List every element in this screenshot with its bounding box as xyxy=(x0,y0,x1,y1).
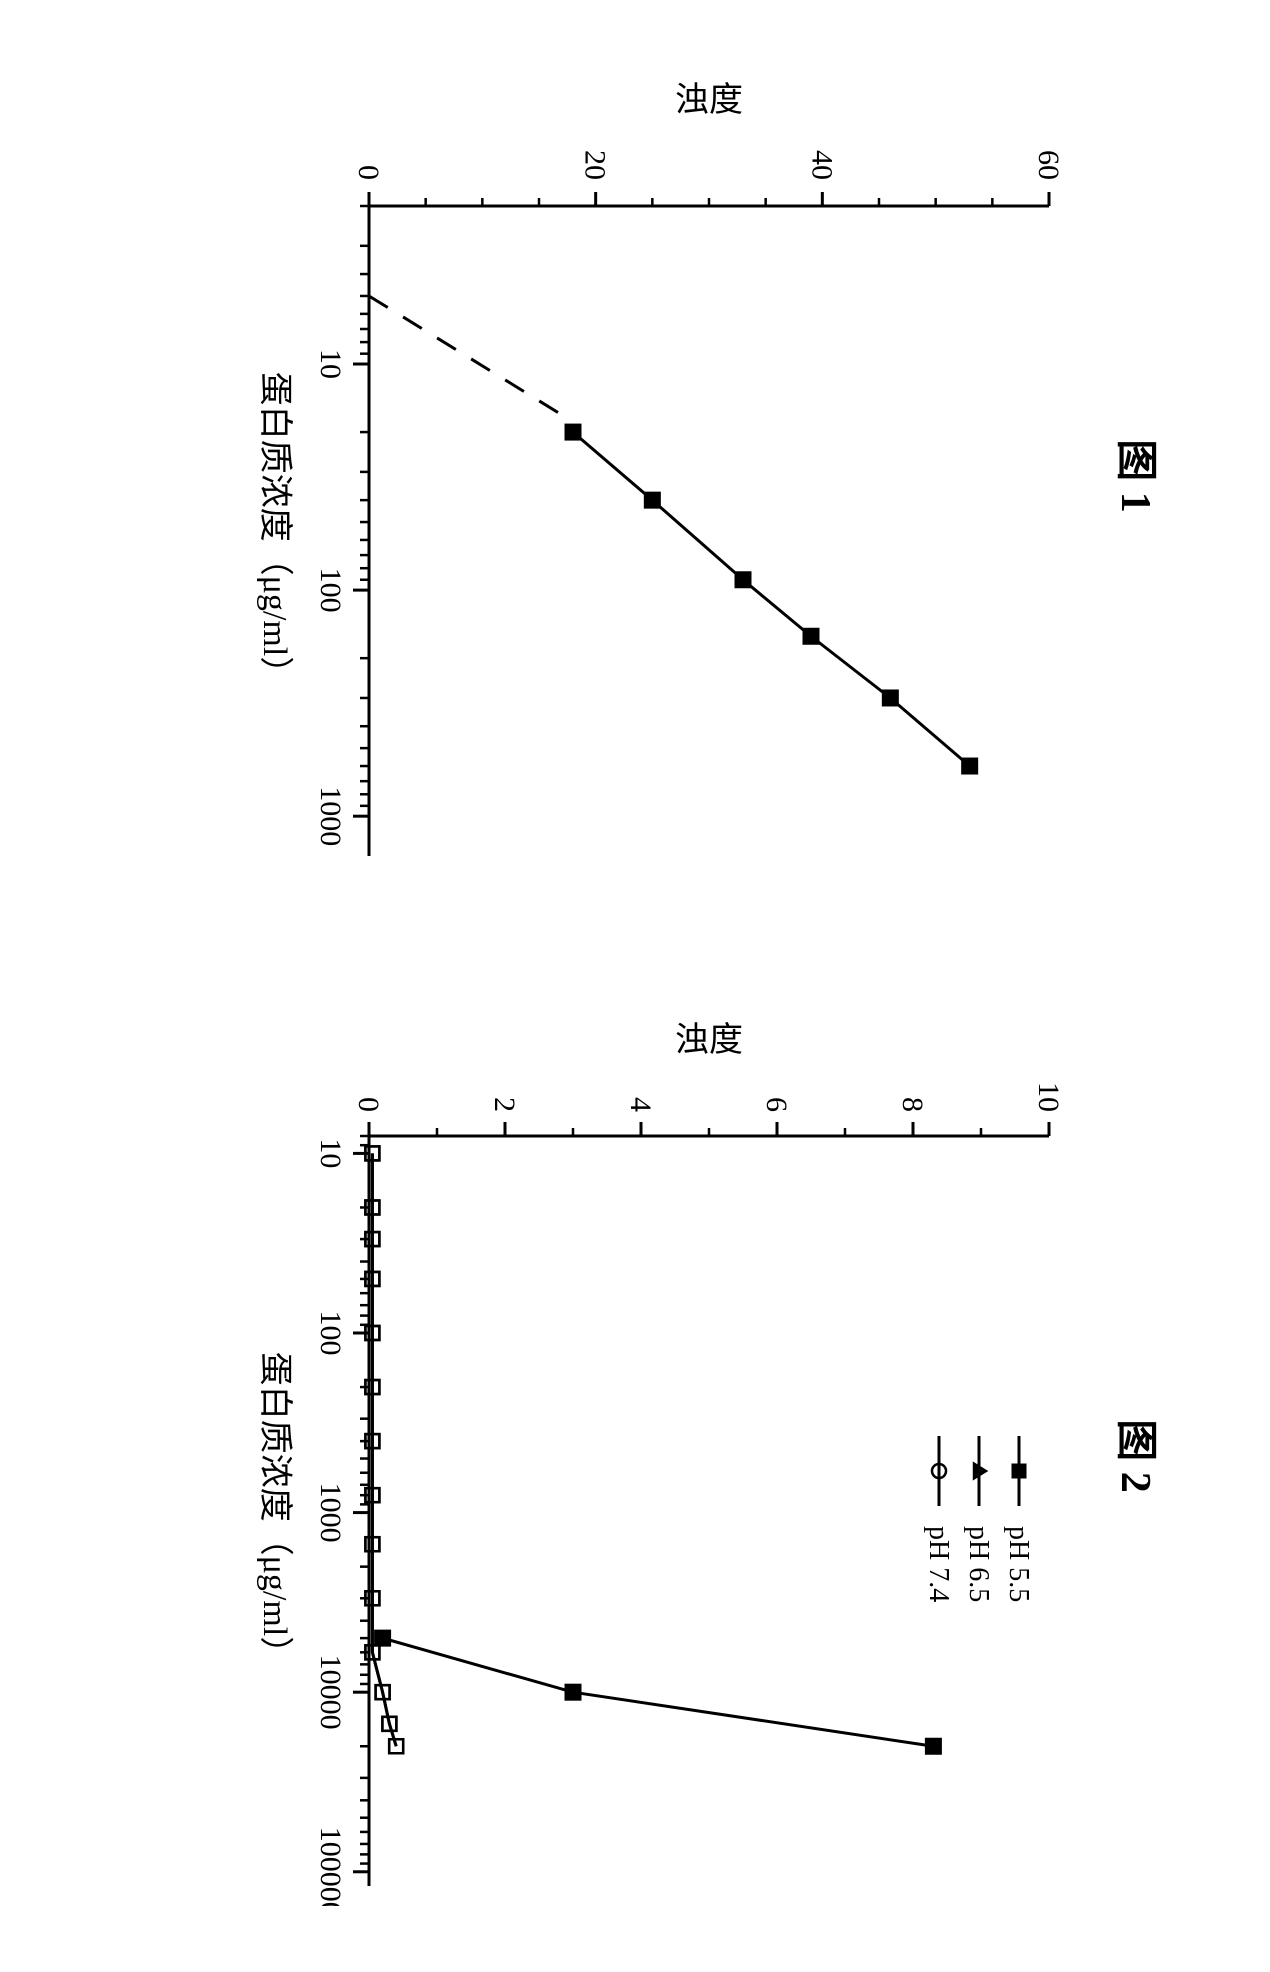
svg-text:1000: 1000 xyxy=(314,786,347,846)
svg-text:6: 6 xyxy=(760,1097,793,1112)
svg-text:10: 10 xyxy=(314,1138,347,1168)
svg-text:pH 7.4: pH 7.4 xyxy=(923,1526,954,1602)
svg-text:0: 0 xyxy=(352,1097,385,1112)
svg-text:1000: 1000 xyxy=(314,1483,347,1543)
svg-text:10: 10 xyxy=(314,349,347,379)
svg-text:pH 5.5: pH 5.5 xyxy=(1003,1526,1034,1602)
svg-text:10000: 10000 xyxy=(314,1655,347,1730)
figure-1-title: 图 1 xyxy=(1109,439,1170,513)
figure-1-panel: 图 1 0 20 40 60 10 100 1000 蛋白质浓度（μg/ml） 浊度 xyxy=(0,66,1170,886)
svg-text:40: 40 xyxy=(805,150,838,180)
svg-text:20: 20 xyxy=(579,150,612,180)
svg-text:8: 8 xyxy=(896,1097,929,1112)
svg-text:浊度: 浊度 xyxy=(675,81,743,119)
svg-text:100000: 100000 xyxy=(314,1827,347,1906)
svg-text:浊度: 浊度 xyxy=(675,1021,743,1059)
svg-text:0: 0 xyxy=(352,165,385,180)
svg-text:10: 10 xyxy=(1032,1082,1065,1112)
svg-text:pH 6.5: pH 6.5 xyxy=(963,1526,994,1602)
figure-2-panel: 图 2 0 2 4 6 8 10 10 100 1000 10000 100000 pH 5.5 pH … xyxy=(0,1006,1170,1906)
svg-text:100: 100 xyxy=(314,1310,347,1355)
svg-text:蛋白质浓度（μg/ml）: 蛋白质浓度（μg/ml） xyxy=(256,1352,294,1671)
figure-2-plot: 0 2 4 6 8 10 10 100 1000 10000 100000 pH 5.5 pH 6.5 p… xyxy=(199,1006,1079,1906)
svg-text:蛋白质浓度（μg/ml）: 蛋白质浓度（μg/ml） xyxy=(256,372,294,691)
svg-text:100: 100 xyxy=(314,568,347,613)
figure-1-plot: 0 20 40 60 10 100 1000 蛋白质浓度（μg/ml） 浊度 xyxy=(199,66,1079,886)
svg-text:60: 60 xyxy=(1032,150,1065,180)
figure-2-title: 图 2 xyxy=(1109,1419,1170,1493)
svg-text:4: 4 xyxy=(624,1097,657,1112)
svg-text:2: 2 xyxy=(488,1097,521,1112)
